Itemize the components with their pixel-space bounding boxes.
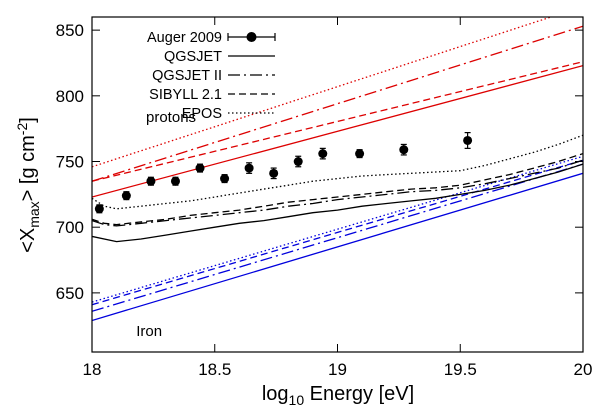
data-point (146, 176, 156, 186)
plot-frame (91, 16, 584, 353)
data-point (195, 163, 205, 173)
legend-sample-point (246, 32, 257, 42)
data-point (269, 168, 279, 178)
y-tick-label: 750 (56, 153, 84, 172)
x-axis-title: log10 Energy [eV] (262, 383, 414, 408)
series-line-iron-qgsjet-ii (92, 163, 583, 312)
y-tick-label: 650 (56, 284, 84, 303)
series-line-mixed-epos (92, 134, 583, 210)
data-points (94, 132, 473, 214)
series-line-mixed-qgsjet (92, 163, 583, 243)
annotation-iron: Iron (136, 323, 162, 340)
ticks: 18 18.5 19 19.5 20 650 700 750 800 850 (56, 17, 593, 379)
x-tick-label: 19.5 (444, 360, 477, 379)
data-point (463, 135, 473, 145)
data-point (244, 163, 254, 173)
legend-label: QGSJET (164, 49, 222, 65)
y-tick-label: 700 (56, 218, 84, 237)
x-tick-label: 18 (83, 360, 102, 379)
series-line-proton-sibyll-2-1 (92, 61, 583, 182)
y-tick-label: 800 (56, 87, 84, 106)
x-tick-label: 19 (328, 360, 347, 379)
series-line-proton-qgsjet (92, 64, 583, 198)
x-tick-label: 20 (574, 360, 593, 379)
series-line-mixed-qgsjet-ii (92, 159, 583, 227)
legend-label: QGSJET II (152, 68, 222, 84)
legend-label: Auger 2009 (147, 30, 222, 46)
series-line-iron-epos (92, 155, 583, 303)
legend-label: SIBYLL 2.1 (149, 87, 222, 103)
data-point (94, 204, 104, 214)
data-point (355, 149, 365, 159)
legend: Auger 2009 QGSJET QGSJET II SIBYLL 2.1 EPOS (147, 30, 276, 122)
x-tick-label: 18.5 (198, 360, 231, 379)
y-axis-title: <Xmax> [g cm-2] (14, 117, 42, 253)
series-line-iron-sibyll-2-1 (92, 159, 583, 306)
data-point (170, 176, 180, 186)
series-line-mixed-sibyll-2-1 (92, 152, 583, 226)
annotation-protons: protons (146, 109, 196, 126)
series-lines (92, 17, 583, 322)
data-point (220, 174, 230, 184)
series-line-iron-qgsjet (92, 172, 583, 322)
data-point (318, 149, 328, 159)
data-point (121, 191, 131, 201)
legend-label: EPOS (182, 106, 222, 122)
y-tick-label: 850 (56, 21, 84, 40)
data-point (293, 157, 303, 167)
data-point (399, 145, 409, 155)
series-line-proton-qgsjet-ii (92, 25, 583, 182)
